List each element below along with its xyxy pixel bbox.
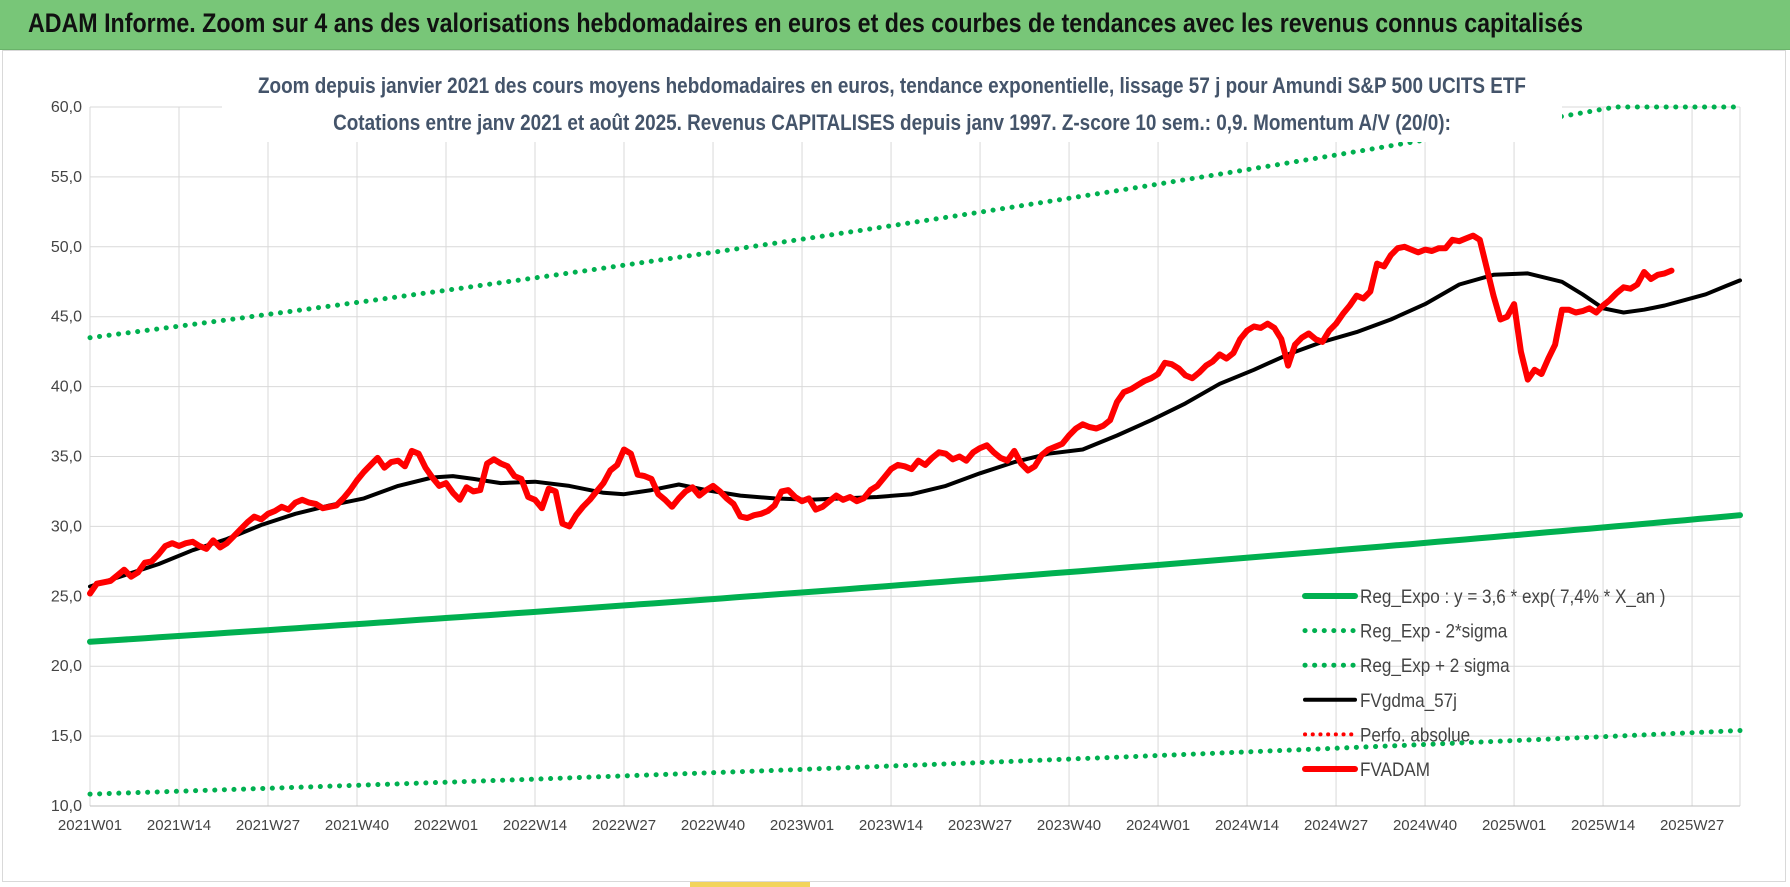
- legend-label-5: FVADAM: [1360, 759, 1430, 780]
- x-tick-label: 2022W14: [503, 817, 567, 834]
- x-tick-label: 2021W14: [147, 817, 211, 834]
- report-header: ADAM Informe. Zoom sur 4 ans des valoris…: [0, 0, 1790, 50]
- x-tick-label: 2025W01: [1482, 817, 1546, 834]
- y-tick-label: 50,0: [51, 239, 82, 256]
- y-tick-label: 55,0: [51, 169, 82, 186]
- legend-label-2: Reg_Exp + 2 sigma: [1360, 655, 1511, 677]
- legend-label-1: Reg_Exp - 2*sigma: [1360, 621, 1508, 643]
- sheet-tab-marker: [690, 882, 810, 887]
- chart-title-line-1: Zoom depuis janvier 2021 des cours moyen…: [258, 74, 1526, 99]
- report-title: ADAM Informe. Zoom sur 4 ans des valoris…: [28, 8, 1583, 38]
- x-tick-label: 2023W40: [1037, 817, 1101, 834]
- x-tick-label: 2022W27: [592, 817, 656, 834]
- y-tick-label: 45,0: [51, 309, 82, 326]
- x-tick-label: 2022W40: [681, 817, 745, 834]
- x-tick-label: 2025W14: [1571, 817, 1635, 834]
- y-tick-label: 25,0: [51, 588, 82, 605]
- x-axis-ticks: 2021W01 2021W14 2021W27 2021W40 2022W01 2022W…: [58, 817, 1724, 834]
- x-tick-label: 2024W01: [1126, 817, 1190, 834]
- x-tick-label: 2025W27: [1660, 817, 1724, 834]
- x-tick-label: 2021W27: [236, 817, 300, 834]
- chart-gridlines: [89, 106, 1741, 807]
- x-tick-label: 2023W14: [859, 817, 923, 834]
- chart-series: [87, 104, 1743, 797]
- y-tick-label: 30,0: [51, 518, 82, 535]
- x-tick-label: 2021W40: [325, 817, 389, 834]
- legend-label-0: Reg_Expo : y = 3,6 * exp( 7,4% * X_an ): [1360, 586, 1665, 608]
- x-tick-label: 2021W01: [58, 817, 122, 834]
- chart-frame: [2, 50, 1786, 882]
- chart-legend: Reg_Expo : y = 3,6 * exp( 7,4% * X_an ) R…: [1302, 586, 1665, 780]
- y-tick-label: 35,0: [51, 449, 82, 466]
- x-tick-label: 2022W01: [414, 817, 478, 834]
- legend-label-4: Perfo. absolue: [1360, 725, 1470, 746]
- title-backdrop: [222, 70, 1562, 142]
- y-axis-ticks: 10,0 15,0 20,0 25,0 30,0 35,0 40,0 45,0 50,0 55,0…: [51, 99, 82, 815]
- series-line-0: [87, 512, 1743, 645]
- y-tick-label: 40,0: [51, 379, 82, 396]
- chart-title-line-2: Cotations entre janv 2021 et août 2025. …: [333, 111, 1451, 136]
- series-line-5: [87, 232, 1675, 597]
- y-tick-label: 15,0: [51, 728, 82, 745]
- series-line-3: [88, 271, 1742, 589]
- series-line-1: [87, 728, 1743, 797]
- x-tick-label: 2024W27: [1304, 817, 1368, 834]
- legend-label-3: FVgdma_57j: [1360, 690, 1457, 712]
- y-tick-label: 20,0: [51, 658, 82, 675]
- y-tick-label: 60,0: [51, 99, 82, 116]
- x-tick-label: 2023W27: [948, 817, 1012, 834]
- x-tick-label: 2024W14: [1215, 817, 1279, 834]
- y-tick-label: 10,0: [51, 798, 82, 815]
- x-tick-label: 2024W40: [1393, 817, 1457, 834]
- x-tick-label: 2023W01: [770, 817, 834, 834]
